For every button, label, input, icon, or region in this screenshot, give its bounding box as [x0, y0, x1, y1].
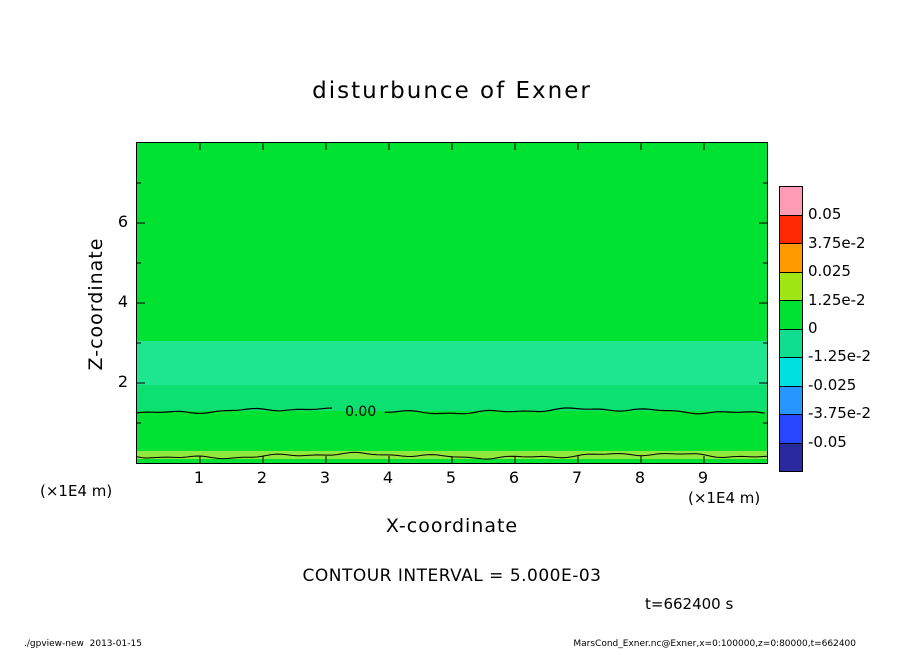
x-tick-label: 5: [445, 468, 457, 487]
colorbar: [779, 186, 803, 472]
colorbar-segment: [780, 415, 802, 444]
x-tick-label: 2: [256, 468, 268, 487]
colorbar-segment: [780, 386, 802, 415]
colorbar-segment: [780, 358, 802, 387]
colorbar-label: -0.025: [808, 375, 857, 394]
x-tick-label: 9: [697, 468, 709, 487]
plot-area: 0.00: [136, 142, 768, 464]
colorbar-label: -0.05: [808, 432, 847, 451]
colorbar-segment: [780, 329, 802, 358]
colorbar-segment: [780, 244, 802, 273]
x-tick-label: 6: [508, 468, 520, 487]
field-band: [137, 411, 767, 451]
colorbar-label: -1.25e-2: [808, 347, 871, 366]
x-tick-label: 4: [382, 468, 394, 487]
colorbar-segment: [780, 215, 802, 244]
colorbar-label: -3.75e-2: [808, 404, 871, 423]
x-tick-label: 3: [319, 468, 331, 487]
contour-plot-canvas: 0.00: [137, 143, 767, 463]
colorbar-label: 1.25e-2: [808, 290, 866, 309]
z-tick-label: 4: [117, 292, 128, 311]
contour-interval-note: CONTOUR INTERVAL = 5.000E-03: [302, 566, 602, 586]
contour-label: 0.00: [345, 404, 376, 420]
colorbar-label: 0.025: [808, 262, 851, 281]
footer-source-text: MarsCond_Exner.nc@Exner,x=0:100000,z=0:8…: [573, 639, 856, 649]
x-axis-unit-label: (×1E4 m): [688, 489, 761, 507]
colorbar-segment: [780, 272, 802, 301]
z-axis-unit-label: (×1E4 m): [40, 482, 113, 500]
x-axis-title: X-coordinate: [385, 515, 519, 537]
chart-title: disturbunce of Exner: [312, 78, 592, 104]
x-tick-label: 8: [634, 468, 646, 487]
zero-contour-line: [137, 407, 333, 414]
colorbar-label: 0: [808, 319, 818, 337]
x-tick-label: 1: [193, 468, 205, 487]
field-band: [137, 143, 767, 341]
zero-contour-line: [384, 407, 765, 415]
time-stamp-label: t=662400 s: [645, 595, 734, 613]
colorbar-label: 3.75e-2: [808, 233, 866, 252]
z-tick-label: 6: [117, 212, 128, 231]
field-band: [137, 451, 767, 459]
x-tick-label: 7: [571, 468, 583, 487]
colorbar-segment: [780, 301, 802, 330]
z-tick-label: 2: [117, 372, 128, 391]
field-band: [137, 341, 767, 385]
field-band: [137, 385, 767, 411]
footer-command-text: ./gpview-new 2013-01-15: [24, 639, 142, 649]
colorbar-segment: [780, 443, 802, 471]
colorbar-label: 0.05: [808, 205, 842, 224]
colorbar-segment: [780, 187, 802, 216]
